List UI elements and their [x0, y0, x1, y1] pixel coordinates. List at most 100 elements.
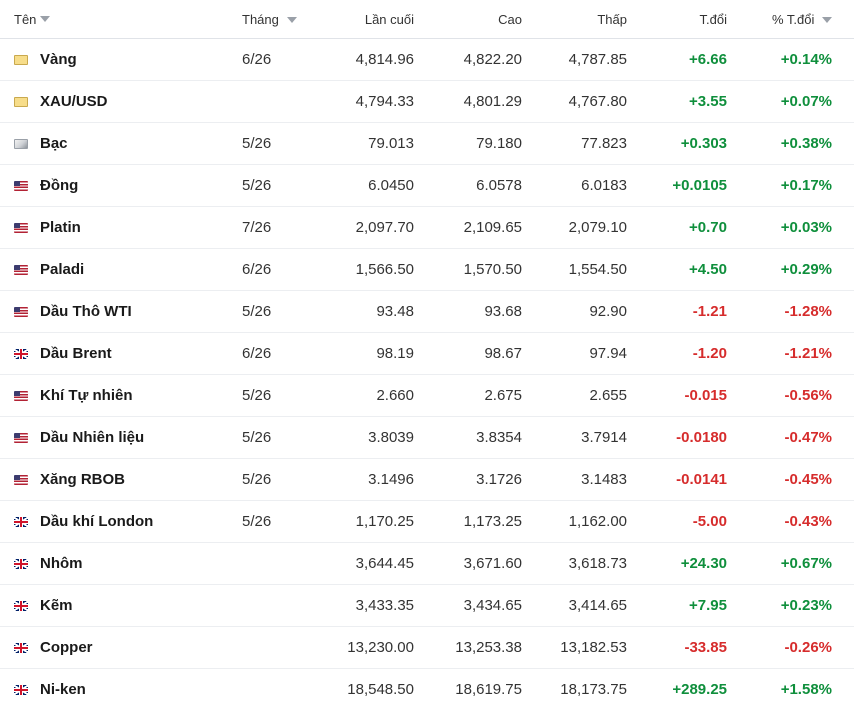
change-cell: -0.0180 — [676, 429, 727, 446]
commodity-name-link[interactable]: Kẽm — [40, 597, 73, 614]
uk-flag-icon — [14, 684, 28, 695]
commodity-name-link[interactable]: Xăng RBOB — [40, 471, 126, 488]
commodity-name-link[interactable]: XAU/USD — [40, 93, 108, 110]
table-row[interactable]: Kẽm 3,433.35 3,434.65 3,414.65 +7.95 +0.23% — [0, 585, 854, 627]
change-cell: +24.30 — [680, 555, 727, 572]
sort-caret-icon[interactable] — [286, 17, 297, 24]
row-name-cell[interactable]: Khí Tự nhiên — [0, 387, 224, 404]
table-row[interactable]: Nhôm 3,644.45 3,671.60 3,618.73 +24.30 +0.67% — [0, 543, 854, 585]
row-name-cell[interactable]: Nhôm — [0, 555, 224, 572]
commodity-name-link[interactable]: Paladi — [40, 261, 85, 278]
low-cell: 3.7914 — [581, 429, 627, 446]
row-name-cell[interactable]: Dầu Brent — [0, 345, 224, 362]
row-name-cell[interactable]: Bạc — [0, 135, 224, 152]
month-cell: 6/26 — [242, 51, 272, 68]
table-row[interactable]: Ni-ken 18,548.50 18,619.75 18,173.75 +289.25… — [0, 669, 854, 710]
table-row[interactable]: Copper 13,230.00 13,253.38 13,182.53 -33.85 -… — [0, 627, 854, 669]
table-row[interactable]: Bạc 5/26 79.013 79.180 77.823 +0.303 +0.38% — [0, 123, 854, 165]
col-name-header[interactable]: Tên — [0, 12, 224, 27]
high-cell: 4,822.20 — [463, 51, 522, 68]
low-cell: 77.823 — [581, 135, 627, 152]
last-cell: 98.19 — [376, 345, 414, 362]
change-pct-cell: +0.29% — [780, 261, 832, 278]
row-name-cell[interactable]: Dầu khí London — [0, 513, 224, 530]
row-name-cell[interactable]: Platin — [0, 219, 224, 236]
row-name-cell[interactable]: Đồng — [0, 177, 224, 194]
low-cell: 18,173.75 — [560, 681, 627, 698]
change-pct-cell: +0.23% — [780, 597, 832, 614]
col-low-label: Thấp — [597, 11, 627, 27]
us-flag-icon — [14, 432, 28, 443]
row-name-cell[interactable]: Vàng — [0, 51, 224, 68]
row-name-cell[interactable]: Xăng RBOB — [0, 471, 224, 488]
table-row[interactable]: XAU/USD 4,794.33 4,801.29 4,767.80 +3.55 +0.0… — [0, 81, 854, 123]
commodity-name-link[interactable]: Vàng — [40, 51, 77, 68]
sort-caret-icon[interactable] — [822, 17, 832, 24]
last-cell: 3.1496 — [368, 471, 414, 488]
row-name-cell[interactable]: Dầu Nhiên liệu — [0, 429, 224, 446]
last-cell: 6.0450 — [368, 177, 414, 194]
col-high-header[interactable]: Cao — [414, 12, 522, 27]
commodity-name-link[interactable]: Ni-ken — [40, 681, 86, 698]
high-cell: 2,109.65 — [463, 219, 522, 236]
change-pct-cell: -0.45% — [784, 471, 832, 488]
col-high-label: Cao — [498, 11, 522, 27]
commodity-name-link[interactable]: Dầu khí London — [40, 513, 154, 530]
row-name-cell[interactable]: Ni-ken — [0, 681, 224, 698]
last-cell: 3.8039 — [368, 429, 414, 446]
col-change-label: T.đổi — [699, 11, 727, 27]
table-row[interactable]: Dầu Nhiên liệu 5/26 3.8039 3.8354 3.7914 -0.0… — [0, 417, 854, 459]
commodity-name-link[interactable]: Đồng — [40, 177, 79, 194]
last-cell: 18,548.50 — [347, 681, 414, 698]
change-pct-cell: -0.43% — [784, 513, 832, 530]
table-row[interactable]: Dầu Thô WTI 5/26 93.48 93.68 92.90 -1.21 -1.28… — [0, 291, 854, 333]
commodity-name-link[interactable]: Nhôm — [40, 555, 83, 572]
change-cell: +3.55 — [689, 93, 727, 110]
month-cell: 5/26 — [242, 303, 272, 320]
col-low-header[interactable]: Thấp — [522, 12, 627, 27]
uk-flag-icon — [14, 348, 28, 359]
table-row[interactable]: Platin 7/26 2,097.70 2,109.65 2,079.10 +0.70 +… — [0, 207, 854, 249]
last-cell: 79.013 — [368, 135, 414, 152]
table-row[interactable]: Xăng RBOB 5/26 3.1496 3.1726 3.1483 -0.0141 -0… — [0, 459, 854, 501]
change-cell: -0.0141 — [676, 471, 727, 488]
commodity-name-link[interactable]: Dầu Thô WTI — [40, 303, 132, 320]
col-month-header[interactable]: Tháng — [224, 12, 314, 27]
commodity-name-link[interactable]: Khí Tự nhiên — [40, 387, 133, 404]
table-row[interactable]: Dầu khí London 5/26 1,170.25 1,173.25 1,162.… — [0, 501, 854, 543]
row-name-cell[interactable]: Paladi — [0, 261, 224, 278]
col-change-header[interactable]: T.đổi — [627, 12, 727, 27]
change-cell: +0.303 — [680, 135, 727, 152]
high-cell: 1,570.50 — [463, 261, 522, 278]
col-change-pct-label: % T.đổi — [771, 11, 815, 27]
month-cell: 5/26 — [242, 135, 272, 152]
sort-caret-icon[interactable] — [40, 16, 51, 22]
commodity-name-link[interactable]: Dầu Brent — [40, 345, 112, 362]
table-row[interactable]: Vàng 6/26 4,814.96 4,822.20 4,787.85 +6.66 +0.… — [0, 39, 854, 81]
us-flag-icon — [14, 390, 28, 401]
month-cell: 5/26 — [242, 177, 272, 194]
change-cell: +289.25 — [672, 681, 727, 698]
us-flag-icon — [14, 264, 28, 275]
table-row[interactable]: Đồng 5/26 6.0450 6.0578 6.0183 +0.0105 +0.17% — [0, 165, 854, 207]
table-row[interactable]: Dầu Brent 6/26 98.19 98.67 97.94 -1.20 -1.21% — [0, 333, 854, 375]
row-name-cell[interactable]: Copper — [0, 639, 224, 656]
low-cell: 1,554.50 — [568, 261, 627, 278]
last-cell: 13,230.00 — [347, 639, 414, 656]
change-cell: -1.20 — [692, 345, 727, 362]
row-name-cell[interactable]: XAU/USD — [0, 93, 224, 110]
table-row[interactable]: Khí Tự nhiên 5/26 2.660 2.675 2.655 -0.015 -0.… — [0, 375, 854, 417]
row-name-cell[interactable]: Dầu Thô WTI — [0, 303, 224, 320]
col-last-header[interactable]: Lần cuối — [314, 12, 414, 27]
row-name-cell[interactable]: Kẽm — [0, 597, 224, 614]
commodity-name-link[interactable]: Platin — [40, 219, 81, 236]
table-row[interactable]: Paladi 6/26 1,566.50 1,570.50 1,554.50 +4.50 +… — [0, 249, 854, 291]
low-cell: 2.655 — [589, 387, 627, 404]
commodity-name-link[interactable]: Copper — [40, 639, 93, 656]
col-change-pct-header[interactable]: % T.đổi — [727, 12, 832, 27]
change-pct-cell: -1.21% — [784, 345, 832, 362]
commodity-name-link[interactable]: Dầu Nhiên liệu — [40, 429, 145, 446]
change-cell: +4.50 — [689, 261, 727, 278]
low-cell: 2,079.10 — [568, 219, 627, 236]
commodity-name-link[interactable]: Bạc — [40, 135, 68, 152]
